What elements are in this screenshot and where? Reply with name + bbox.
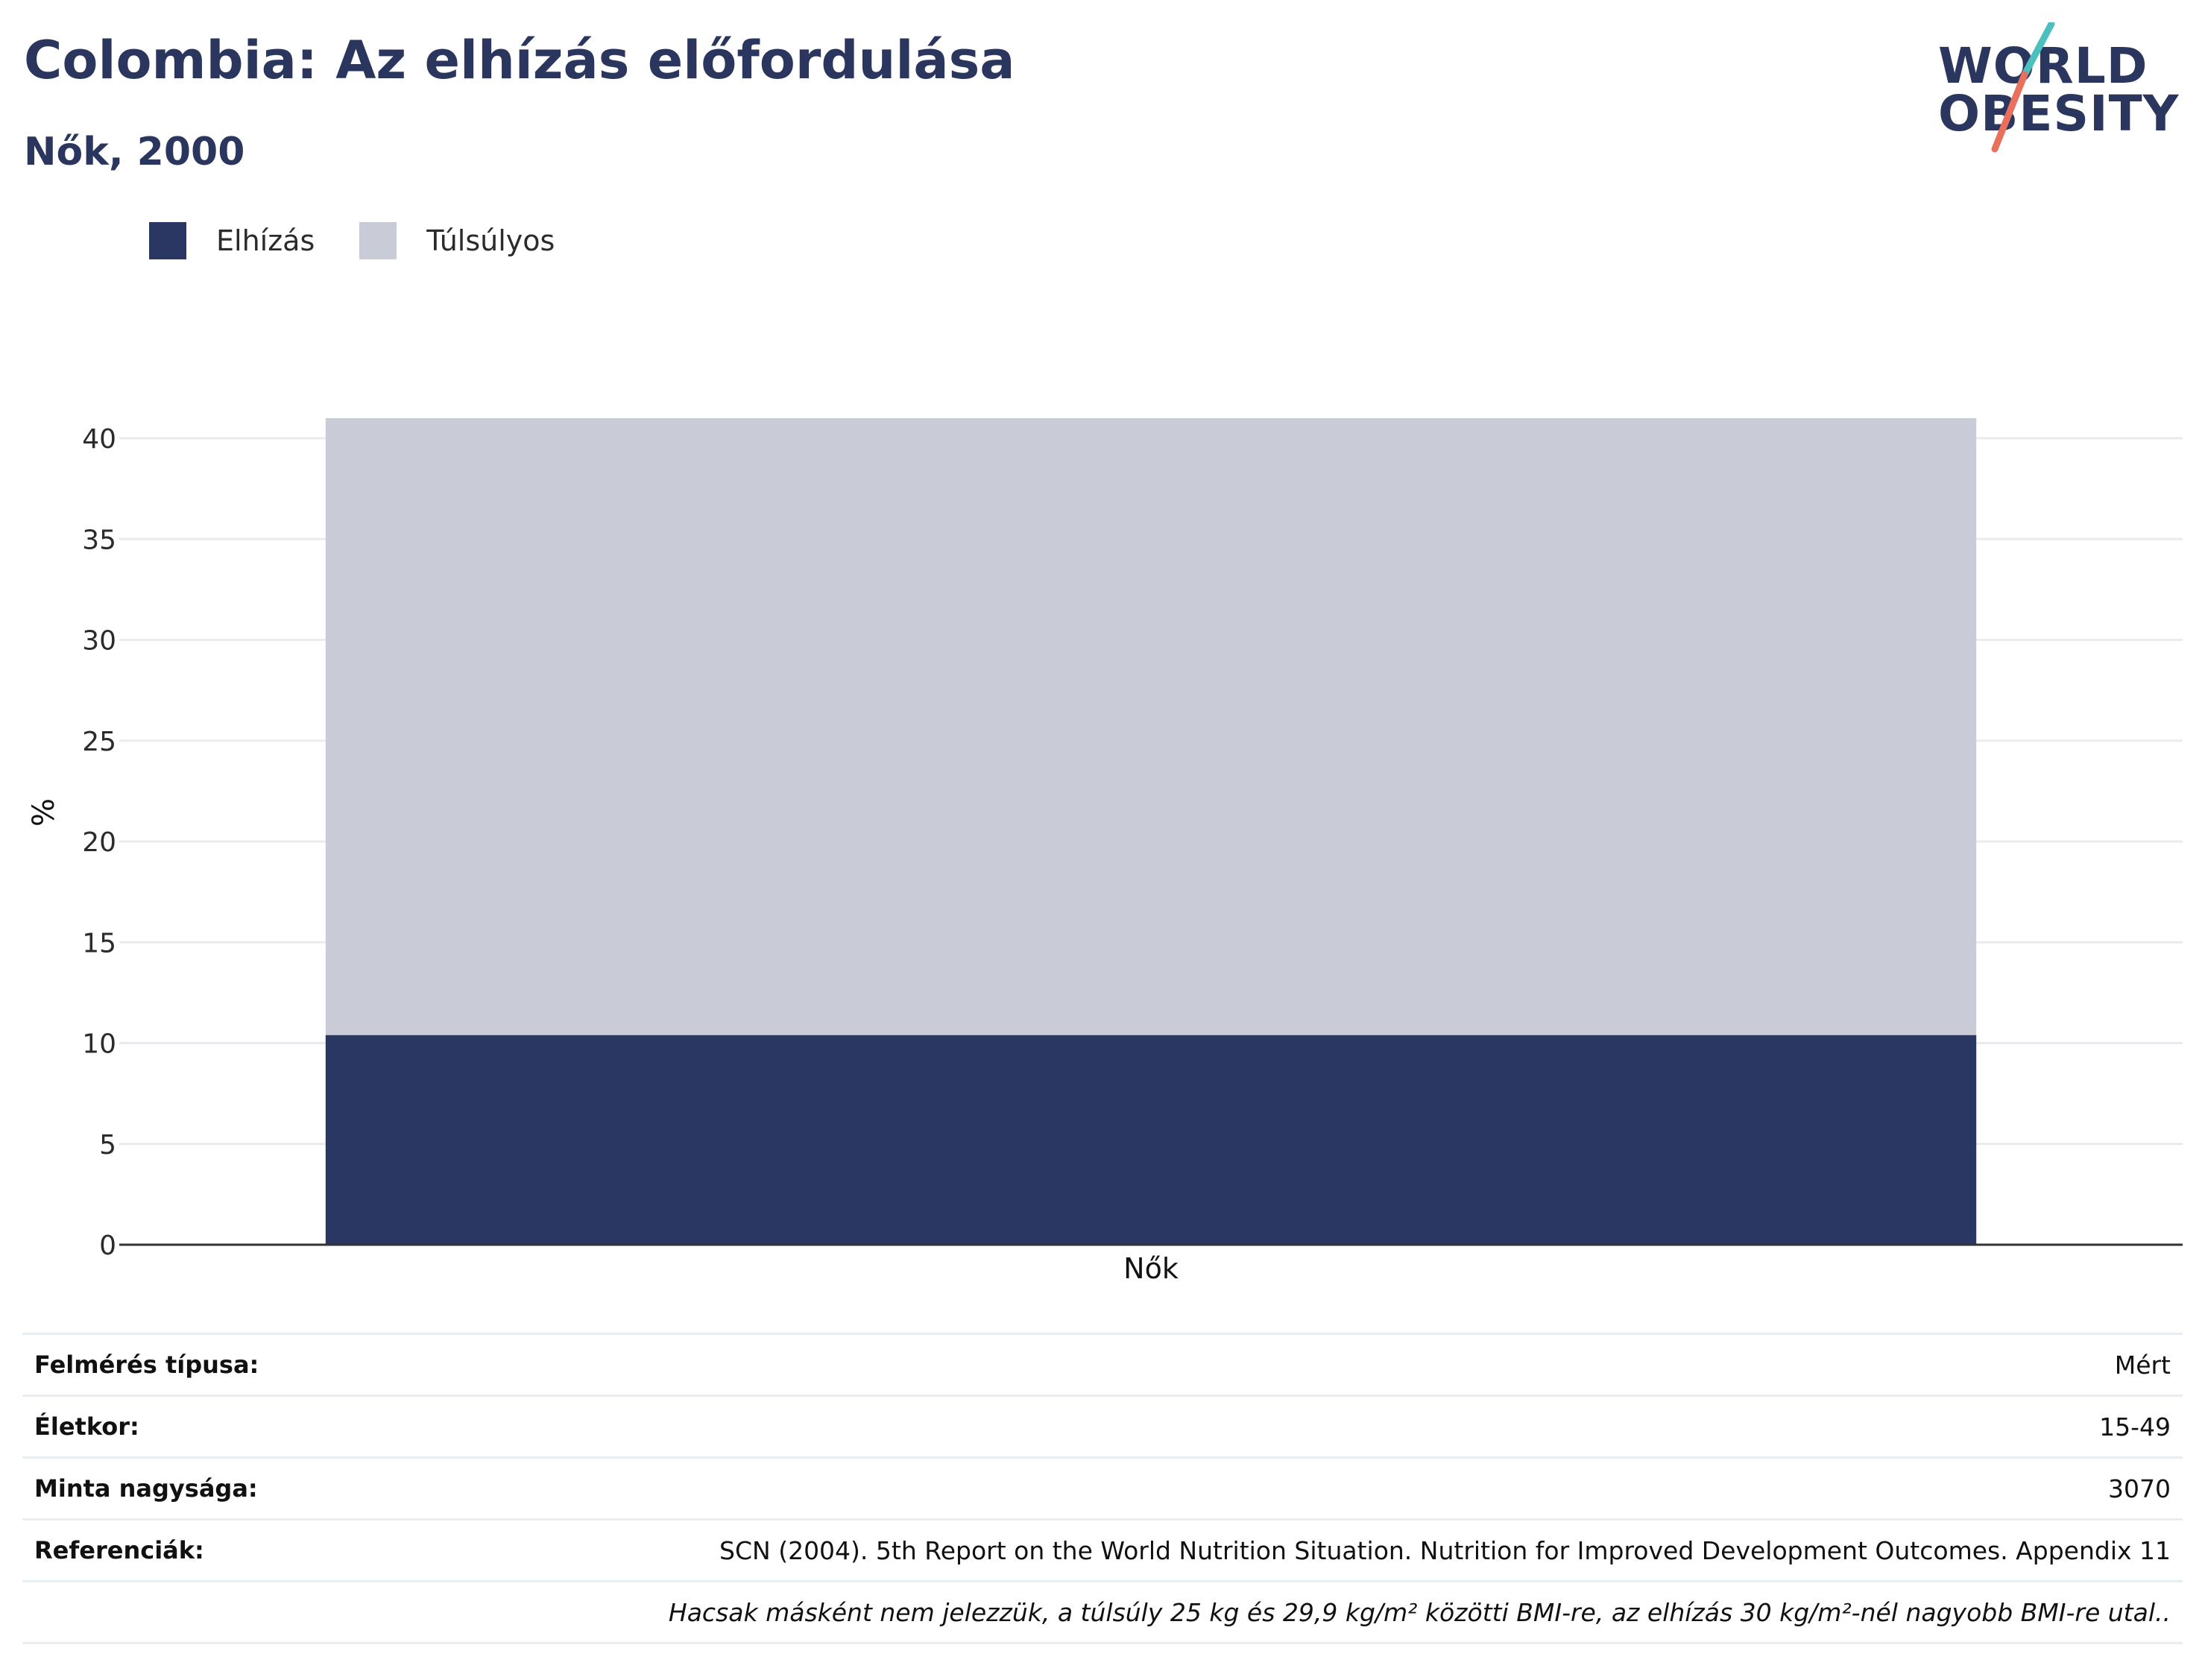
legend-item-tulsulyos[interactable]: Túlsúlyos [359, 222, 555, 259]
info-row-age: Életkor: 15-49 [22, 1395, 2183, 1458]
info-row-references: Referenciák: SCN (2004). 5th Report on t… [22, 1519, 2183, 1582]
legend-item-elhizas[interactable]: Elhízás [149, 222, 315, 259]
info-note: Hacsak másként nem jelezzük, a túlsúly 2… [668, 1597, 2171, 1627]
chart-subtitle: Nők, 2000 [24, 130, 245, 174]
info-row-note: Hacsak másként nem jelezzük, a túlsúly 2… [22, 1581, 2183, 1643]
legend-swatch-tulsulyos [359, 222, 397, 259]
y-tick-label: 35 [82, 525, 116, 555]
info-key: Életkor: [34, 1412, 139, 1441]
y-tick-label: 30 [82, 626, 116, 657]
world-obesity-logo[interactable]: WORLD OBESITY [1938, 22, 2192, 157]
info-key: Referenciák: [34, 1536, 204, 1564]
bar-elhizas [325, 1035, 1977, 1245]
y-tick-label: 20 [82, 827, 116, 858]
info-row-sample-size: Minta nagysága: 3070 [22, 1457, 2183, 1520]
survey-info-table: Felmérés típusa: Mért Életkor: 15-49 Min… [22, 1333, 2183, 1644]
legend-swatch-elhizas [149, 222, 186, 259]
info-value: Mért [2114, 1350, 2171, 1380]
logo-word-obesity: OBESITY [1938, 85, 2180, 142]
logo-slash-icon [1991, 22, 2055, 153]
chart-legend: Elhízás Túlsúlyos [149, 221, 599, 261]
chart-title: Colombia: Az elhízás előfordulása [24, 30, 1015, 91]
y-tick-label: 15 [82, 928, 116, 959]
y-tick-label: 10 [82, 1029, 116, 1060]
info-value: 3070 [2108, 1474, 2171, 1503]
info-key: Felmérés típusa: [34, 1351, 259, 1379]
y-tick-label: 5 [99, 1130, 116, 1160]
info-key-empty [22, 1582, 315, 1643]
info-value: 15-49 [2099, 1412, 2171, 1441]
info-value: SCN (2004). 5th Report on the World Nutr… [719, 1535, 2171, 1565]
info-key: Minta nagysága: [34, 1474, 258, 1503]
legend-label-elhizas: Elhízás [216, 224, 315, 257]
stacked-bar-chart: 0 5 10 15 20 25 30 35 40% Nők [27, 417, 2183, 1285]
y-tick-label: 25 [82, 727, 116, 757]
legend-label-tulsulyos: Túlsúlyos [426, 224, 555, 257]
info-row-survey-type: Felmérés típusa: Mért [22, 1333, 2183, 1396]
bar-tulsulyos [325, 417, 1977, 1035]
y-tick-label: 0 [99, 1231, 116, 1261]
x-tick-label: Nők [1123, 1252, 1179, 1285]
y-axis-title: % [27, 798, 61, 827]
y-tick-label: 40 [82, 424, 116, 455]
